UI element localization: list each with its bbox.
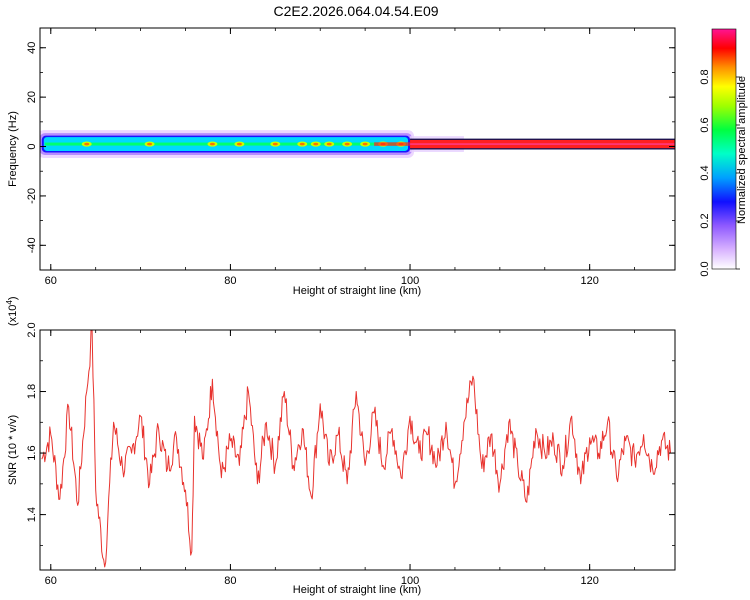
spectrogram-ytick-label: 20 — [26, 91, 38, 103]
band-hotspot-core — [299, 142, 305, 146]
colorbar-label: Normalized spectral amplitude — [736, 76, 748, 224]
spectrogram-frame — [39, 27, 676, 271]
spectrogram-ylabel: Frequency (Hz) — [7, 111, 19, 187]
spectrogram-xtick-label: 80 — [224, 275, 236, 287]
band-hotspot-core — [147, 142, 153, 146]
spectrogram-ytick-label: 40 — [26, 42, 38, 54]
snr-panel: 60 80 100 120 1.4 1.6 1.8 2.0 Height of straigh… — [5, 296, 676, 596]
snr-multiplier: (x104) — [5, 296, 19, 326]
snr-xtick-label: 60 — [45, 575, 57, 587]
band-hotspot-core — [272, 142, 278, 146]
snr-xtick-label: 100 — [401, 575, 419, 587]
colorbar: 0.0 0.2 0.4 0.6 0.8 Normalized spectral ampl… — [699, 28, 748, 277]
band-hotspot-core — [313, 142, 319, 146]
snr-ticks: 60 80 100 120 1.4 1.6 1.8 2.0 — [26, 322, 675, 587]
colorbar-bar — [711, 28, 737, 270]
snr-xlabel: Height of straight line (km) — [293, 584, 421, 596]
band-right-core — [410, 143, 675, 145]
band-hotspot-core — [209, 142, 215, 146]
spectrogram-ticks: 60 80 100 120 -40 -20 0 20 40 — [26, 28, 675, 287]
spectrogram-xlabel: Height of straight line (km) — [293, 285, 421, 297]
band-transition — [374, 142, 411, 146]
colorbar-tick-label: 0.8 — [699, 69, 711, 84]
figure-title: C2E2.2026.064.04.54.E09 — [273, 3, 438, 19]
snr-ylabel: SNR (10 * v/v) — [7, 415, 19, 485]
spectrogram-xtick-label: 100 — [401, 275, 419, 287]
snr-ytick-label: 1.4 — [26, 507, 38, 522]
colorbar-tick-label: 0.0 — [699, 261, 711, 276]
snr-plot-area — [40, 330, 675, 570]
snr-series-line — [41, 330, 671, 568]
spectrogram-ytick-label: -40 — [26, 237, 38, 253]
colorbar-tick-label: 0.4 — [699, 165, 711, 180]
band-hotspot-core — [344, 142, 350, 146]
snr-xtick-label: 80 — [224, 575, 236, 587]
spectrogram-panel: 60 80 100 120 -40 -20 0 20 40 Height of straight… — [7, 27, 676, 297]
band-hotspot-core — [362, 142, 368, 146]
snr-ytick-label: 2.0 — [26, 322, 38, 337]
spectrogram-ytick-label: 0 — [26, 143, 38, 149]
band-hotspot-core — [84, 142, 90, 146]
band-core — [44, 142, 408, 146]
colorbar-tick-label: 0.6 — [699, 117, 711, 132]
colorbar-ticks: 0.0 0.2 0.4 0.6 0.8 — [699, 69, 740, 277]
snr-xtick-label: 120 — [580, 575, 598, 587]
spectrogram-xtick-label: 120 — [580, 275, 598, 287]
band-hotspot-core — [326, 142, 332, 146]
band-hotspot-core — [236, 142, 242, 146]
spectrogram-ytick-label: -20 — [26, 188, 38, 204]
spectrogram-xtick-label: 60 — [45, 275, 57, 287]
snr-ytick-label: 1.6 — [26, 445, 38, 460]
colorbar-tick-label: 0.2 — [699, 213, 711, 228]
snr-frame — [39, 329, 676, 571]
spectrogram-heatmap — [40, 130, 675, 158]
snr-ytick-label: 1.8 — [26, 384, 38, 399]
